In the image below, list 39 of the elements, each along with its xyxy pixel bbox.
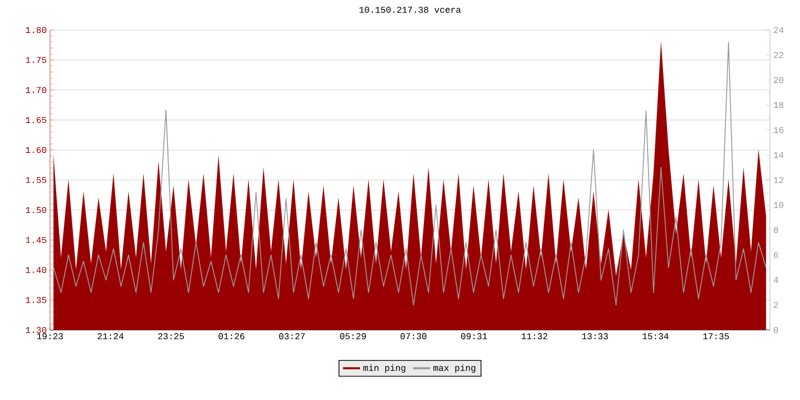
y2-tick-label: 6 xyxy=(774,252,778,258)
y2-tick-label: 18 xyxy=(774,102,784,108)
x-tick-label: 23:25 xyxy=(158,333,184,340)
x-tick-label: 21:24 xyxy=(98,333,124,340)
y-tick-label: 1.30 xyxy=(26,326,46,334)
legend-label: min ping xyxy=(363,364,406,373)
y-tick-label: 1.65 xyxy=(26,116,46,124)
x-tick-label: 09:31 xyxy=(461,333,488,340)
y-tick-label: 1.50 xyxy=(26,206,46,214)
x-tick-label: 03:27 xyxy=(279,333,305,340)
y-tick-label: 1.45 xyxy=(26,237,46,243)
x-tick-label: 11:32 xyxy=(522,333,548,340)
x-tick-label: 13:33 xyxy=(582,333,608,340)
y2-tick-label: 12 xyxy=(774,176,784,183)
x-tick-label: 07:30 xyxy=(400,333,426,340)
y2-tick-label: 2 xyxy=(774,302,778,308)
y-tick-label: 1.55 xyxy=(26,177,46,183)
y2-tick-label: 8 xyxy=(774,226,778,234)
y2-tick-label: 10 xyxy=(774,202,784,208)
y-tick-label: 1.70 xyxy=(26,86,46,94)
chart-title: 10.150.217.38 vcera xyxy=(360,6,461,13)
y2-tick-label: 22 xyxy=(774,52,784,58)
y-tick-label: 1.35 xyxy=(26,296,46,304)
x-tick-label: 01:26 xyxy=(218,333,244,340)
y-tick-label: 1.75 xyxy=(26,57,46,63)
y2-tick-label: 4 xyxy=(774,277,778,283)
legend-label: max ping xyxy=(433,364,476,373)
x-tick-label: 15:34 xyxy=(642,333,668,340)
y2-tick-label: 24 xyxy=(774,26,784,33)
y2-tick-label: 14 xyxy=(774,152,784,158)
y2-tick-label: 0 xyxy=(774,326,778,334)
y-tick-label: 1.80 xyxy=(26,26,46,34)
x-tick-label: 17:35 xyxy=(703,333,729,340)
x-tick-label: 05:29 xyxy=(340,333,366,340)
y2-tick-label: 16 xyxy=(774,126,784,134)
y-tick-label: 1.40 xyxy=(26,266,46,274)
y-tick-label: 1.60 xyxy=(26,146,46,154)
x-tick-label: 19:23 xyxy=(37,333,63,340)
y2-tick-label: 20 xyxy=(774,76,784,84)
